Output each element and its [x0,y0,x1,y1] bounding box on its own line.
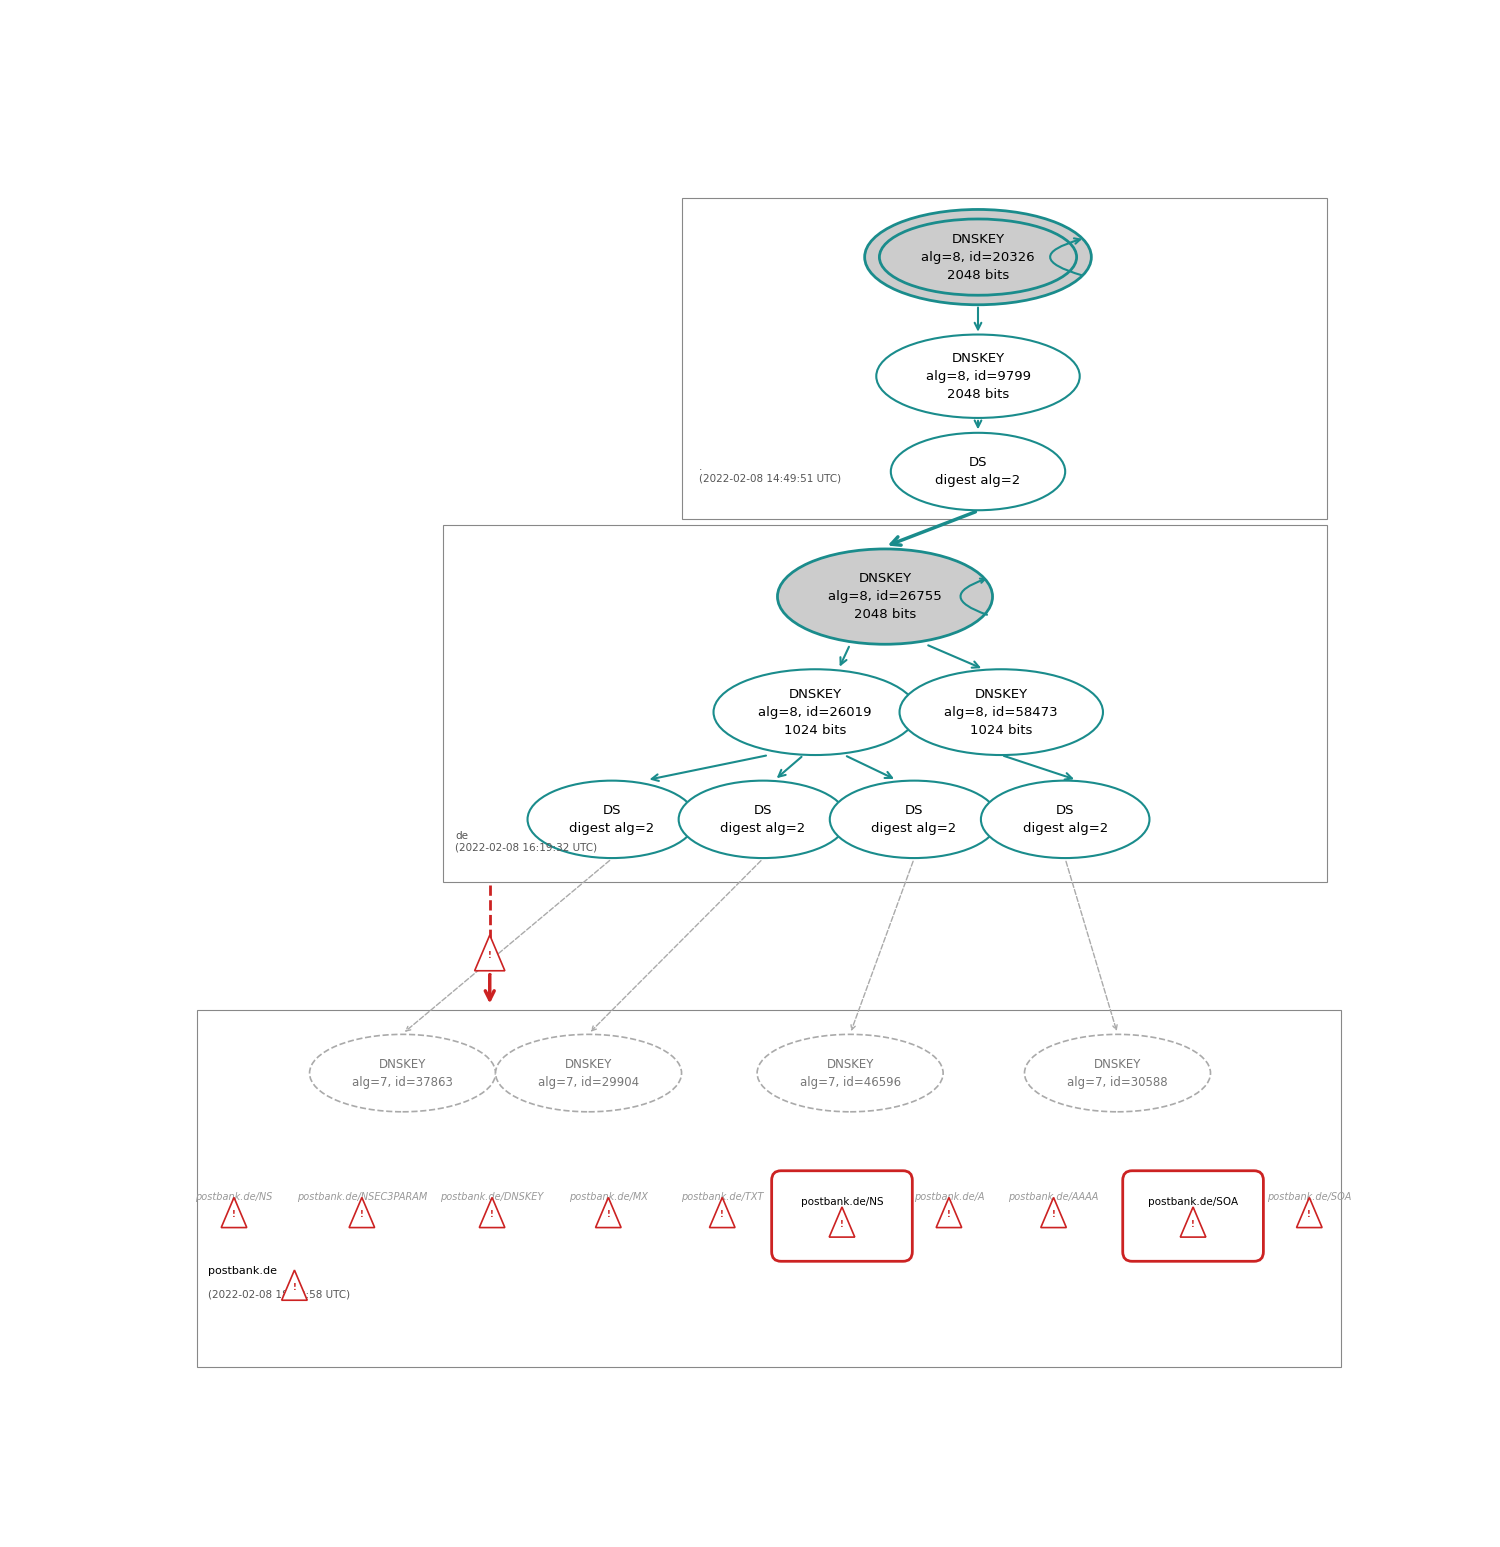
Polygon shape [474,934,506,972]
Polygon shape [480,1197,506,1228]
Polygon shape [596,1197,621,1228]
Text: DNSKEY
alg=7, id=30588: DNSKEY alg=7, id=30588 [1066,1058,1168,1089]
Text: postbank.de/NS: postbank.de/NS [195,1191,273,1202]
Text: !: ! [292,1282,297,1292]
Text: !: ! [360,1210,364,1219]
Text: postbank.de/AAAA: postbank.de/AAAA [1008,1191,1098,1202]
Text: .
(2022-02-08 14:49:51 UTC): . (2022-02-08 14:49:51 UTC) [699,463,842,483]
Ellipse shape [309,1035,495,1112]
Ellipse shape [1024,1035,1210,1112]
Polygon shape [350,1197,375,1228]
Bar [444,524,1326,882]
Polygon shape [1041,1197,1066,1228]
Bar [681,198,1326,520]
Ellipse shape [714,670,916,755]
Text: !: ! [1191,1219,1196,1228]
Polygon shape [710,1197,735,1228]
Text: postbank.de/MX: postbank.de/MX [568,1191,648,1202]
Text: postbank.de/DNSKEY: postbank.de/DNSKEY [441,1191,544,1202]
Text: postbank.de/NS: postbank.de/NS [801,1197,883,1207]
Ellipse shape [891,433,1065,511]
Text: DS
digest alg=2: DS digest alg=2 [1023,804,1108,835]
Polygon shape [1296,1197,1322,1228]
Ellipse shape [678,781,847,859]
Text: DS
digest alg=2: DS digest alg=2 [720,804,806,835]
Text: postbank.de/TXT: postbank.de/TXT [681,1191,764,1202]
FancyBboxPatch shape [1122,1171,1263,1261]
Text: postbank.de/SOA: postbank.de/SOA [1268,1191,1352,1202]
Ellipse shape [981,781,1149,859]
Ellipse shape [830,781,999,859]
Polygon shape [936,1197,962,1228]
Text: postbank.de/NSEC3PARAM: postbank.de/NSEC3PARAM [297,1191,427,1202]
Ellipse shape [900,670,1102,755]
Ellipse shape [758,1035,944,1112]
Text: !: ! [1052,1210,1056,1219]
Text: !: ! [946,1210,951,1219]
Text: DS
digest alg=2: DS digest alg=2 [568,804,654,835]
Ellipse shape [777,549,993,644]
Polygon shape [830,1207,855,1238]
Text: !: ! [232,1210,236,1219]
Bar [196,1010,1341,1368]
Text: !: ! [488,951,492,959]
Text: DS
digest alg=2: DS digest alg=2 [936,456,1020,487]
Text: DS
digest alg=2: DS digest alg=2 [871,804,957,835]
Polygon shape [282,1270,308,1299]
Text: (2022-02-08 18:23:58 UTC): (2022-02-08 18:23:58 UTC) [209,1289,351,1299]
Text: DNSKEY
alg=7, id=29904: DNSKEY alg=7, id=29904 [538,1058,639,1089]
Polygon shape [220,1197,248,1228]
Text: DNSKEY
alg=8, id=20326
2048 bits: DNSKEY alg=8, id=20326 2048 bits [921,232,1035,282]
Text: DNSKEY
alg=8, id=26755
2048 bits: DNSKEY alg=8, id=26755 2048 bits [828,572,942,620]
Text: DNSKEY
alg=7, id=37863: DNSKEY alg=7, id=37863 [352,1058,453,1089]
Text: postbank.de/SOA: postbank.de/SOA [1148,1197,1238,1207]
Text: de
(2022-02-08 16:19:32 UTC): de (2022-02-08 16:19:32 UTC) [454,831,597,852]
Text: postbank.de/A: postbank.de/A [914,1191,984,1202]
Text: !: ! [840,1219,844,1228]
Polygon shape [1180,1207,1206,1238]
Text: DNSKEY
alg=8, id=26019
1024 bits: DNSKEY alg=8, id=26019 1024 bits [759,688,871,736]
Text: DNSKEY
alg=8, id=9799
2048 bits: DNSKEY alg=8, id=9799 2048 bits [926,351,1030,401]
Text: !: ! [490,1210,494,1219]
Text: DNSKEY
alg=7, id=46596: DNSKEY alg=7, id=46596 [800,1058,900,1089]
Text: !: ! [606,1210,610,1219]
Ellipse shape [864,209,1092,305]
Ellipse shape [495,1035,681,1112]
Ellipse shape [876,334,1080,418]
Text: postbank.de: postbank.de [209,1265,278,1276]
Text: !: ! [1308,1210,1311,1219]
FancyBboxPatch shape [771,1171,912,1261]
Text: DNSKEY
alg=8, id=58473
1024 bits: DNSKEY alg=8, id=58473 1024 bits [945,688,1058,736]
Ellipse shape [528,781,696,859]
Text: !: ! [720,1210,724,1219]
